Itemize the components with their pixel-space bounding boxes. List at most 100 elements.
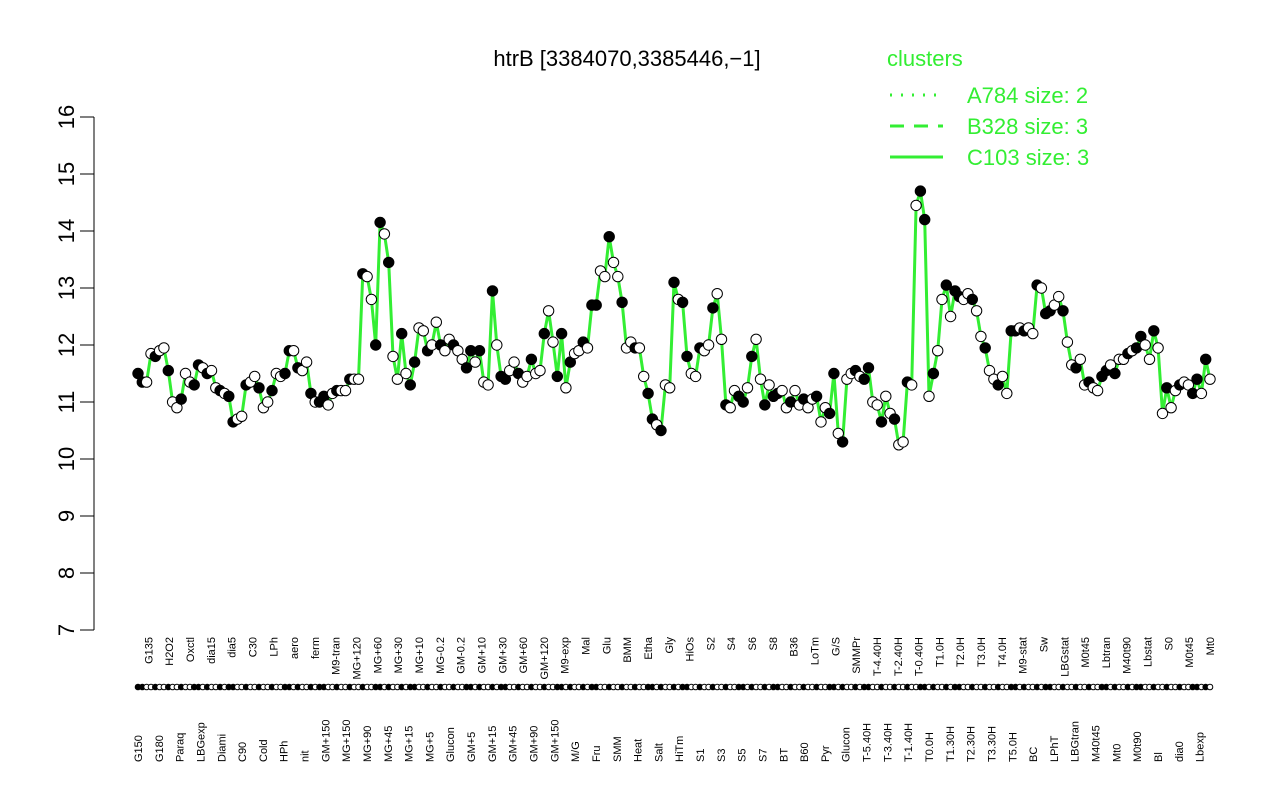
data-point [858,373,870,385]
x-tick-label: Mt0 [1205,637,1217,655]
x-tick-label: HiTm [674,736,686,762]
data-point [975,330,987,343]
data-point [741,382,754,394]
x-tick-label: Lbexp [1195,732,1207,762]
data-point [430,316,442,328]
data-point [400,367,412,380]
y-tick-label: 13 [54,276,79,300]
x-tick-label: LPhT [1049,735,1061,762]
data-point [249,370,261,383]
x-tick-label: M9-exp [560,637,572,674]
x-tick-label: M0t45 [1080,637,1092,668]
data-point [175,393,187,405]
data-point [888,413,901,425]
data-point [551,370,563,383]
data-point [1139,339,1151,351]
data-point [1165,402,1177,414]
data-point [534,364,546,377]
data-point [603,231,615,243]
data-point [681,350,693,363]
data-point [188,379,200,391]
x-tick-label: M/G [570,741,582,762]
x-tick-label: T3.30H [986,726,998,762]
data-point [1074,353,1087,365]
legend-title: clusters [887,46,963,71]
data-point [715,333,728,345]
data-point [1061,336,1074,348]
data-point [439,345,451,357]
x-tick-label: Etha [643,636,655,660]
data-point [1001,387,1013,400]
data-point [482,379,494,391]
x-tick-label: nit [300,750,312,762]
data-point [525,353,538,365]
data-point [689,370,702,383]
data-point [836,436,849,448]
y-tick-label: 9 [54,510,79,522]
x-tick-label: T1.30H [945,726,957,762]
data-point [607,256,620,269]
data-point [223,390,235,402]
data-point [542,305,555,317]
x-tick-label: M0t45 [1184,637,1196,668]
x-tick-label: Gly [664,637,676,654]
data-point [1195,387,1208,400]
data-point [374,216,386,229]
x-tick-label: S8 [768,637,780,650]
data-point [417,325,429,337]
rug-marker [1206,683,1214,691]
x-tick-label: Fru [591,746,603,763]
x-tick-label: Heat [633,739,645,762]
data-point [352,373,365,385]
legend-label: C103 size: 3 [967,145,1089,170]
data-point [923,390,935,402]
x-tick-label: MG+15 [404,726,416,762]
data-point [262,396,274,408]
x-tick-label: Glu [601,637,613,654]
data-point [469,356,481,368]
y-tick-label: 16 [54,105,79,129]
data-point [581,342,594,354]
x-tick-label: GM+120 [539,637,551,680]
x-tick-label: M40t90 [1122,637,1134,674]
data-point [932,345,944,357]
data-point [1156,407,1169,420]
x-tick-label: S1 [695,749,707,762]
x-tick-label: Mt0 [1111,744,1123,762]
data-point [763,379,775,391]
x-tick-label: dia15 [206,637,218,664]
x-tick-label: MG+90 [362,726,374,762]
x-tick-label: GM+10 [477,637,489,673]
data-point [1191,373,1203,385]
data-point [508,356,520,368]
x-tick-label: M9-stat [1018,637,1030,674]
x-tick-label: S5 [737,749,749,762]
y-tick-label: 14 [54,219,79,243]
data-point [391,373,404,385]
x-tick-label: B60 [799,742,811,762]
x-tick-label: Lbtran [1101,637,1113,668]
x-tick-label: H2O2 [164,637,176,666]
data-point [897,436,909,448]
data-point [616,296,628,308]
data-point [612,270,624,283]
x-tick-label: LBGexp [195,722,207,762]
x-tick-label: ferm [310,637,322,659]
data-point [236,410,248,422]
x-tick-label: C30 [248,637,260,657]
x-tick-label: GM+60 [518,637,530,673]
data-point [668,276,680,288]
data-point [638,370,650,383]
data-point [862,362,875,374]
data-point [140,376,153,388]
y-tick-label: 15 [54,162,79,186]
data-point [339,384,352,397]
data-point [162,364,175,377]
data-point [1053,290,1065,303]
data-point [750,333,762,345]
x-tick-label: S6 [747,637,759,650]
x-tick-label: MG+120 [352,637,364,680]
data-point [1143,353,1156,365]
data-point [996,370,1009,383]
data-point [966,293,978,306]
